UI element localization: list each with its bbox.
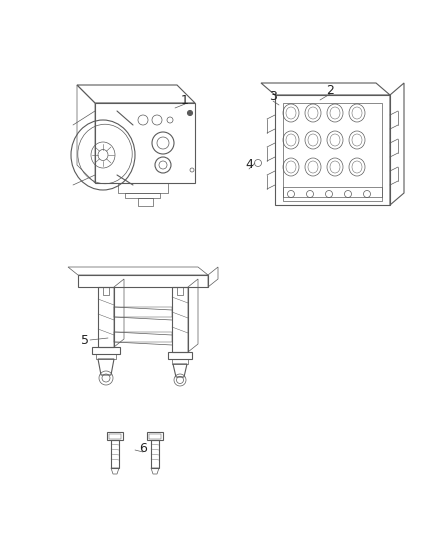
Bar	[138, 198, 153, 206]
Bar	[149, 434, 161, 439]
Bar	[114, 307, 172, 317]
Bar	[283, 187, 382, 201]
Bar	[96, 354, 116, 359]
Circle shape	[187, 110, 192, 116]
Bar	[78, 275, 208, 287]
Bar	[172, 287, 188, 352]
Bar	[111, 440, 119, 468]
Text: 2: 2	[326, 84, 334, 96]
Text: 3: 3	[269, 91, 277, 103]
Bar	[92, 347, 120, 354]
Bar	[95, 103, 195, 183]
Bar	[283, 103, 382, 197]
Bar	[125, 193, 160, 198]
Bar	[103, 287, 109, 295]
Bar	[151, 440, 159, 468]
Bar	[147, 432, 163, 440]
Bar	[114, 332, 172, 342]
Bar	[275, 95, 390, 205]
Text: 6: 6	[139, 441, 147, 455]
Text: 5: 5	[81, 334, 89, 346]
Text: 1: 1	[181, 93, 189, 107]
Bar	[109, 434, 121, 439]
Bar	[118, 183, 168, 193]
Bar	[168, 352, 192, 359]
Bar	[172, 359, 188, 364]
Bar	[177, 287, 183, 295]
Bar	[107, 432, 123, 440]
Text: 4: 4	[245, 158, 253, 172]
Bar	[98, 287, 114, 347]
